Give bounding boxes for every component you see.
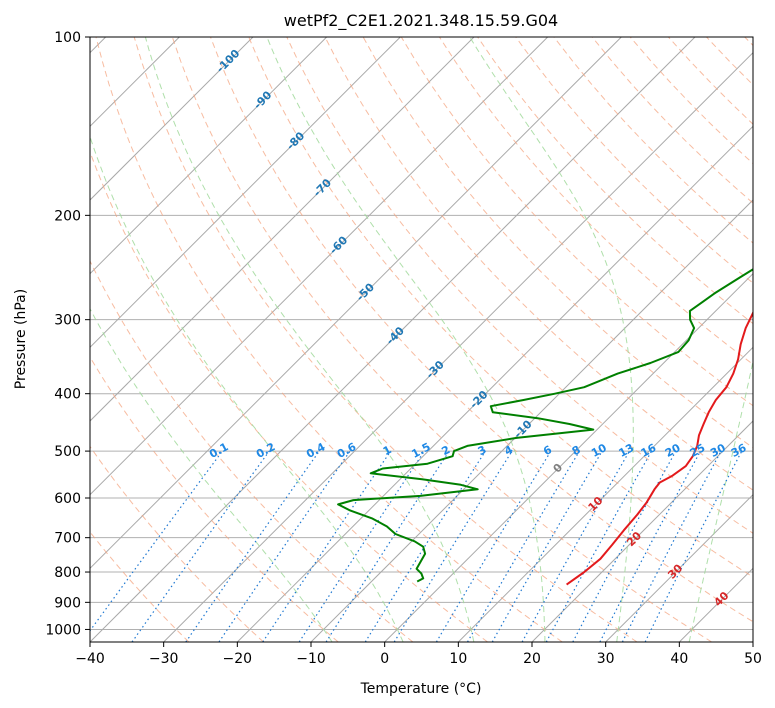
background-lines [90,37,753,642]
chart-title: wetPf2_C2E1.2021.348.15.59.G04 [284,11,558,31]
y-axis-title: Pressure (hPa) [13,289,29,389]
dry-adiabat-line [324,37,753,491]
isotherm-line [236,125,753,642]
mixing-ratio-label: 36 [729,441,749,460]
y-tick-label: 900 [54,595,81,611]
x-tick-label: 10 [449,651,467,667]
dry-adiabat-line [248,37,753,578]
dry-adiabat-line [95,37,563,642]
mixing-ratio-line [466,450,580,642]
dry-adiabat-line [171,37,712,642]
mixing-ratio-line [599,450,702,642]
isotherm-line [90,37,622,570]
y-axis: 1000 900 800 700 600 500 400 300 200 100 [45,30,90,638]
mixing-ratio-label: 16 [639,441,659,460]
isotherm-line [90,37,696,642]
mixing-ratio-label: 10 [589,441,609,460]
dry-adiabat-line [90,445,264,642]
isotherm-line [457,346,753,642]
mixing-ratio-line [435,450,552,642]
isotherm-line [531,420,753,642]
moist-adiabat-line [90,307,333,642]
mixing-ratio-line [218,450,351,642]
dry-adiabat-line [515,37,753,284]
y-tick-label: 1000 [45,622,81,638]
y-tick-label: 300 [54,313,81,329]
mixing-ratio-line [393,450,513,642]
x-tick-label: 30 [597,651,615,667]
dry-adiabat-line [210,37,753,623]
y-tick-label: 800 [54,565,81,581]
plot-frame [89,36,754,643]
y-tick-label: 100 [54,30,81,46]
mixing-ratio-line [325,450,450,642]
x-tick-label: −10 [296,651,326,667]
isotherm-line [90,37,328,275]
x-tick-label: −40 [75,651,105,667]
temperature-profile-line [566,310,753,586]
isotherm-line [163,51,753,642]
y-tick-label: 200 [54,208,81,224]
moist-adiabat-line [688,359,753,642]
x-tick-label: 20 [523,651,541,667]
x-tick-label: 40 [670,651,688,667]
y-tick-label: 600 [54,491,81,507]
isotherm-line [90,37,549,496]
x-tick-label: −30 [149,651,179,667]
moist-adiabat-line [144,37,475,642]
y-tick-label: 400 [54,387,81,403]
series-lines [337,268,753,586]
isotherm-line [752,641,753,642]
isotherm-line [384,272,753,642]
y-tick-label: 500 [54,444,81,460]
mixing-ratio-line [185,450,320,642]
isotherm-line [90,37,475,422]
dry-adiabat-line [90,259,414,642]
mixing-ratio-label: 13 [617,441,637,460]
mixing-ratio-line [298,450,425,642]
x-tick-label: 0 [380,651,389,667]
dewpoint-profile-line [337,268,753,583]
plot-background [90,37,753,642]
mixing-ratio-label: 20 [663,441,683,460]
x-tick-label: −20 [223,651,253,667]
y-tick-label: 700 [54,531,81,547]
x-tick-label: 50 [744,651,762,667]
dry-adiabat-line [286,37,753,534]
mixing-ratio-line [262,450,392,642]
mixing-ratio-label: 30 [708,441,728,460]
moist-adiabat-line [266,37,546,642]
moist-adiabat-line [90,135,404,642]
isotherm-line [90,37,254,201]
mixing-ratio-label: 25 [688,441,708,460]
isotherm-line [90,37,401,349]
x-axis-title: Temperature (°C) [360,681,482,697]
dry-adiabat-line [133,37,638,642]
x-axis: −40 −30 −20 −10 0 10 20 30 40 50 [75,642,762,667]
mixing-ratio-line [364,450,486,642]
isotherm-line [605,493,753,642]
